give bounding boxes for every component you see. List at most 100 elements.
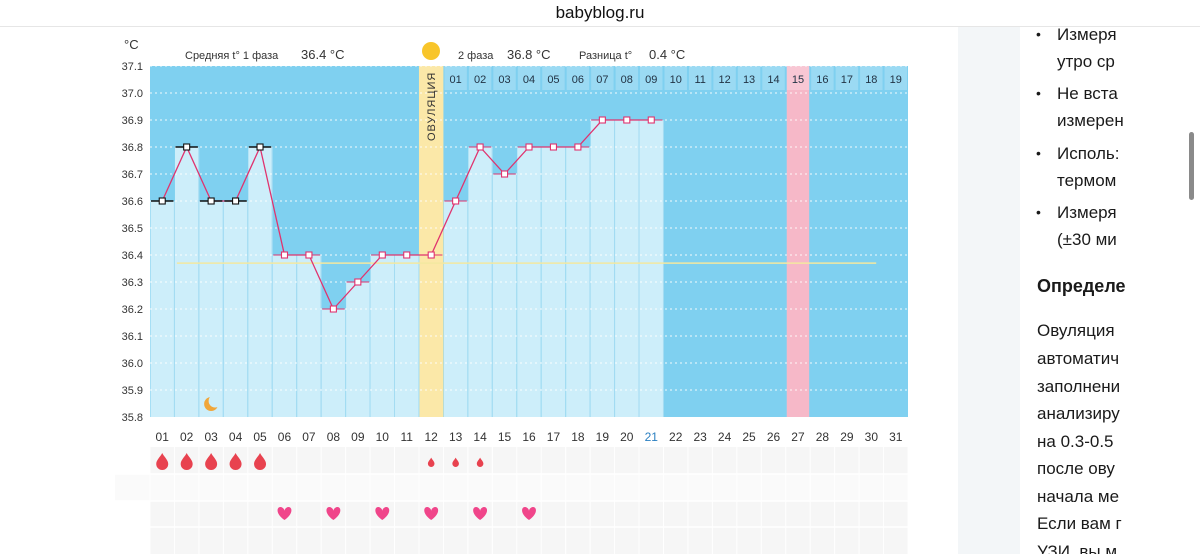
temperature-point	[183, 143, 191, 151]
browser-url-bar[interactable]: babyblog.ru	[0, 0, 1200, 27]
y-tick-label: 36.0	[122, 358, 143, 370]
phase2-value: 36.8 °C	[507, 47, 551, 62]
cycle-day-label: 15	[792, 74, 804, 86]
ovulation-label: ОВУЛЯЦИЯ	[426, 72, 438, 141]
cycle-day-label: 07	[596, 74, 608, 86]
paragraph-line: начала ме	[1037, 487, 1120, 506]
temperature-point	[305, 251, 313, 259]
paragraph-line: Овуляция	[1037, 321, 1115, 340]
plot-area: 01 02 03 04 05 06 07 08 09 10 11 12 13 14 15 16 17 18 19 ОВ…	[150, 65, 908, 417]
cycle-day-label: 17	[841, 74, 853, 86]
blood-drop-icon	[156, 453, 169, 470]
blood-drop-icon	[254, 453, 267, 470]
temperature-bar	[492, 174, 517, 417]
cycle-day-label: 12	[718, 74, 730, 86]
cycle-day-label: 04	[523, 74, 535, 86]
symptom-row-bg	[115, 474, 908, 501]
tip-line: термом	[1057, 171, 1117, 190]
heart-icon	[473, 507, 488, 520]
x-tick-label: 21	[645, 430, 659, 444]
x-tick-label: 07	[302, 430, 316, 444]
x-tick-label: 04	[229, 430, 243, 444]
temperature-bar	[370, 255, 395, 417]
tip-line: Не вста	[1057, 84, 1118, 103]
paragraph-line: УЗИ, вы м	[1037, 542, 1118, 554]
temperature-point	[256, 143, 264, 151]
x-tick-label: 15	[498, 430, 512, 444]
spotting-drop-icon	[476, 457, 484, 467]
x-tick-label: 08	[327, 430, 341, 444]
scrollbar-thumb[interactable]	[1189, 132, 1194, 200]
cycle-day-cell	[811, 66, 834, 90]
cycle-day-label: 05	[547, 74, 559, 86]
phase1-value: 36.4 °C	[301, 47, 345, 62]
x-tick-label: 17	[547, 430, 561, 444]
temperature-bar	[566, 147, 590, 417]
paragraph-line: Если вам г	[1037, 514, 1122, 533]
cycle-day-cell	[444, 66, 467, 90]
x-tick-label: 23	[693, 430, 707, 444]
x-tick-label: 24	[718, 430, 732, 444]
y-tick-label: 37.0	[122, 88, 143, 100]
x-tick-label: 12	[425, 430, 439, 444]
cycle-day-cell	[835, 66, 859, 90]
y-tick-label: 35.8	[122, 412, 143, 424]
cycle-day-cell	[762, 66, 785, 90]
x-tick-label: 09	[351, 430, 365, 444]
y-tick-label: 36.5	[122, 223, 143, 235]
temperature-bar	[639, 120, 663, 417]
cycle-day-cell	[493, 66, 516, 90]
y-unit-label: °C	[124, 37, 139, 52]
spotting-drop-icon	[452, 457, 459, 467]
cycle-day-label: 09	[645, 74, 657, 86]
cycle-day-label: 11	[694, 74, 705, 86]
phase2-label: 2 фаза	[458, 50, 494, 62]
heart-icon	[277, 507, 292, 520]
paragraph-line: автоматич	[1037, 349, 1120, 368]
symptom-rows	[115, 447, 909, 554]
x-tick-label: 18	[571, 430, 585, 444]
x-tick-label: 26	[767, 430, 781, 444]
cycle-day-cell	[640, 66, 663, 90]
cycle-day-cell	[664, 66, 687, 90]
heart-icon	[375, 507, 390, 520]
paragraph-line: на 0.3-0.5	[1037, 432, 1114, 451]
temperature-point	[525, 143, 533, 151]
cycle-day-label: 06	[572, 74, 584, 86]
y-tick-label: 36.1	[122, 331, 143, 343]
temperature-point	[647, 116, 655, 124]
temperature-bar	[297, 255, 321, 417]
temperature-point	[500, 170, 509, 178]
temperature-bar	[346, 282, 370, 417]
moon-icon-mask	[208, 394, 222, 408]
cycle-day-cell	[860, 66, 883, 90]
cycle-day-cell	[688, 66, 712, 90]
cycle-day-label: 16	[816, 74, 828, 86]
cycle-day-cell	[737, 66, 761, 90]
blood-drop-icon	[229, 453, 242, 470]
x-tick-label: 25	[742, 430, 756, 444]
cycle-day-cell	[615, 66, 639, 90]
x-tick-label: 28	[816, 430, 830, 444]
temperature-point	[427, 251, 435, 259]
bullet-dot: •	[1036, 27, 1041, 42]
y-tick-label: 35.9	[122, 385, 143, 397]
x-tick-label: 22	[669, 430, 683, 444]
y-tick-label: 36.6	[122, 196, 143, 208]
cycle-day-label: 03	[498, 74, 510, 86]
temperature-point	[574, 143, 582, 151]
x-tick-label: 19	[596, 430, 610, 444]
temperature-point	[452, 197, 460, 205]
temperature-bar	[615, 120, 639, 417]
cycle-day-cell	[542, 66, 565, 90]
y-tick-label: 37.1	[122, 61, 143, 73]
cycle-day-label: 02	[474, 74, 486, 86]
tip-line: утро ср	[1057, 52, 1115, 71]
diff-label: Разница t°	[579, 50, 632, 62]
x-tick-label: 01	[156, 430, 170, 444]
temperature-point	[378, 251, 386, 259]
temperature-point	[549, 143, 558, 151]
temperature-bar	[321, 309, 346, 417]
y-tick-label: 36.3	[122, 277, 143, 289]
x-axis: 01 02 03 04 05 06 07 08 09 10 11 12 13 14 15 16 17 18 19 20…	[156, 430, 903, 444]
